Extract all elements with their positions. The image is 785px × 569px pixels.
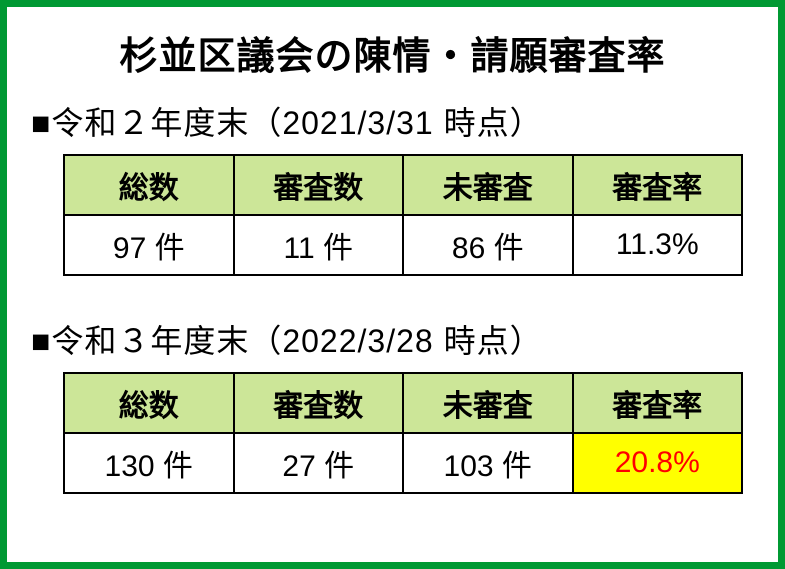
cell: 103 件 (403, 433, 573, 493)
section-reiwa3: ■令和３年度末（2022/3/28 時点） 総数 審査数 未審査 審査率 130… (31, 316, 754, 494)
document-frame: 杉並区議会の陳情・請願審査率 ■令和２年度末（2021/3/31 時点） 総数 … (0, 0, 785, 569)
table-header-row: 総数 審査数 未審査 審査率 (64, 155, 742, 215)
table-header-row: 総数 審査数 未審査 審査率 (64, 373, 742, 433)
section-heading: ■令和２年度末（2021/3/31 時点） (31, 98, 754, 144)
cell: 86 件 (403, 215, 573, 275)
cell: 20.8% (573, 433, 743, 493)
table-row: 130 件 27 件 103 件 20.8% (64, 433, 742, 493)
table-reiwa2: 総数 審査数 未審査 審査率 97 件 11 件 86 件 11.3% (63, 154, 743, 276)
cell: 11.3% (573, 215, 743, 275)
col-header: 総数 (64, 155, 234, 215)
col-header: 未審査 (403, 373, 573, 433)
cell: 130 件 (64, 433, 234, 493)
table-reiwa3: 総数 審査数 未審査 審査率 130 件 27 件 103 件 20.8% (63, 372, 743, 494)
section-heading: ■令和３年度末（2022/3/28 時点） (31, 316, 754, 362)
col-header: 審査数 (234, 155, 404, 215)
cell: 27 件 (234, 433, 404, 493)
cell: 97 件 (64, 215, 234, 275)
section-reiwa2: ■令和２年度末（2021/3/31 時点） 総数 審査数 未審査 審査率 97 … (31, 98, 754, 276)
table-row: 97 件 11 件 86 件 11.3% (64, 215, 742, 275)
col-header: 未審査 (403, 155, 573, 215)
cell: 11 件 (234, 215, 404, 275)
col-header: 総数 (64, 373, 234, 433)
page-title: 杉並区議会の陳情・請願審査率 (31, 25, 754, 80)
col-header: 審査数 (234, 373, 404, 433)
col-header: 審査率 (573, 373, 743, 433)
col-header: 審査率 (573, 155, 743, 215)
